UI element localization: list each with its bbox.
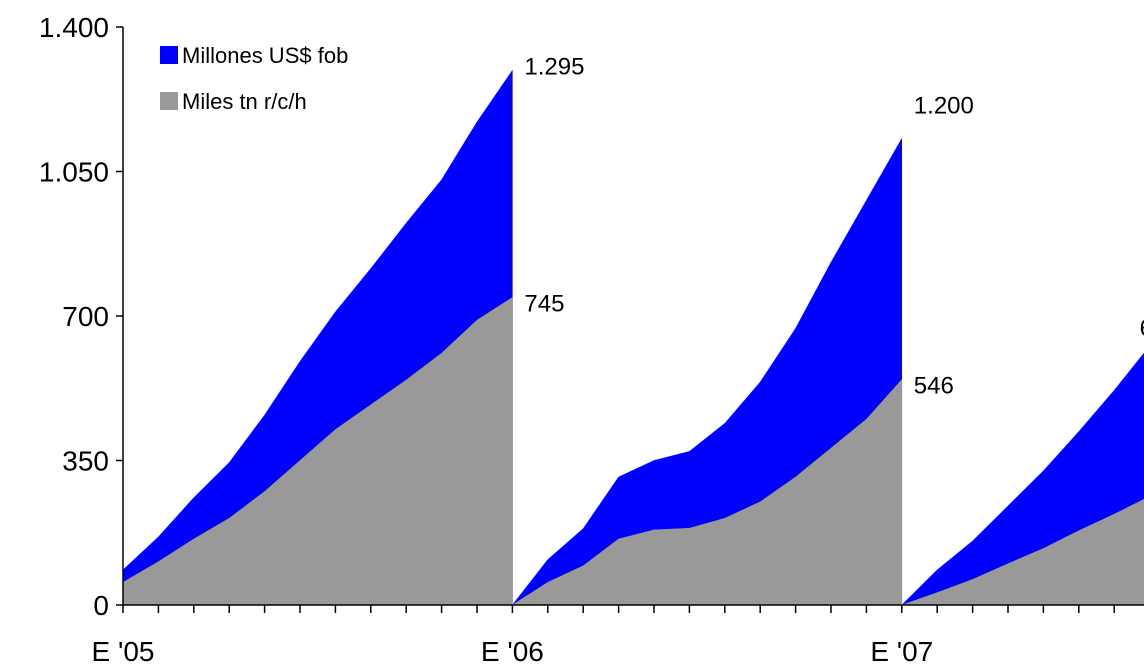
- legend-item-tons-label: Miles tn r/c/h: [182, 89, 307, 114]
- x-tick-label: E '05: [92, 636, 155, 667]
- x-tick-label: E '07: [870, 636, 933, 667]
- data-label: 1.200: [914, 93, 974, 120]
- tons-area-segment-1: [122, 296, 513, 606]
- x-tick-label: E '06: [481, 636, 544, 667]
- data-label: 745: [524, 290, 564, 317]
- tons-area-segment-2: [511, 378, 903, 606]
- y-tick-label: 1.050: [39, 157, 109, 188]
- legend-item-usd-swatch: [160, 46, 178, 64]
- legend-item-usd-label: Millones US$ fob: [182, 43, 348, 68]
- data-label: 546: [914, 373, 954, 400]
- y-tick-label: 700: [62, 301, 109, 332]
- y-tick-label: 1.400: [39, 12, 109, 43]
- y-tick-label: 0: [93, 590, 109, 621]
- chart-areas: [122, 69, 1144, 606]
- tons-area-segment-3: [901, 498, 1144, 606]
- data-label: 627: [1140, 315, 1144, 342]
- legend-item-tons-swatch: [160, 92, 178, 110]
- data-label: 1.295: [524, 53, 584, 80]
- legend: Millones US$ fob Miles tn r/c/h: [160, 43, 348, 114]
- chart-ticks: 0 350 700 1.050 1.400 E '05 E '06 E '07: [39, 12, 1115, 667]
- y-tick-label: 350: [62, 446, 109, 477]
